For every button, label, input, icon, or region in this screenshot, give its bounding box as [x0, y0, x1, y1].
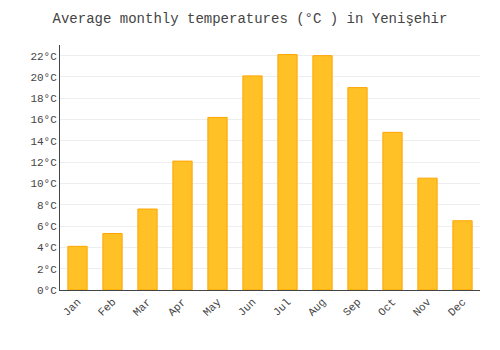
svg-text:2°C: 2°C: [37, 264, 57, 276]
svg-text:Oct: Oct: [376, 296, 398, 318]
svg-text:10°C: 10°C: [30, 178, 57, 190]
svg-text:Apr: Apr: [166, 296, 188, 318]
svg-text:Dec: Dec: [446, 296, 468, 318]
svg-text:Nov: Nov: [411, 296, 434, 319]
svg-text:Mar: Mar: [131, 296, 153, 318]
svg-text:Jun: Jun: [236, 296, 258, 318]
svg-text:14°C: 14°C: [30, 136, 57, 148]
svg-text:Sep: Sep: [341, 296, 363, 318]
svg-text:May: May: [201, 296, 224, 319]
svg-text:4°C: 4°C: [37, 242, 57, 254]
svg-text:12°C: 12°C: [30, 157, 57, 169]
svg-text:Jan: Jan: [61, 296, 83, 318]
svg-text:Average monthly temperatures (: Average monthly temperatures (°C ) in Ye…: [53, 11, 448, 27]
svg-text:22°C: 22°C: [30, 51, 57, 63]
svg-text:Feb: Feb: [96, 296, 118, 318]
svg-text:16°C: 16°C: [30, 114, 57, 126]
svg-text:Aug: Aug: [306, 296, 328, 318]
svg-text:20°C: 20°C: [30, 72, 57, 84]
svg-text:8°C: 8°C: [37, 200, 57, 212]
svg-text:Jul: Jul: [271, 296, 293, 318]
svg-text:6°C: 6°C: [37, 221, 57, 233]
svg-text:18°C: 18°C: [30, 93, 57, 105]
svg-text:0°C: 0°C: [37, 285, 57, 297]
